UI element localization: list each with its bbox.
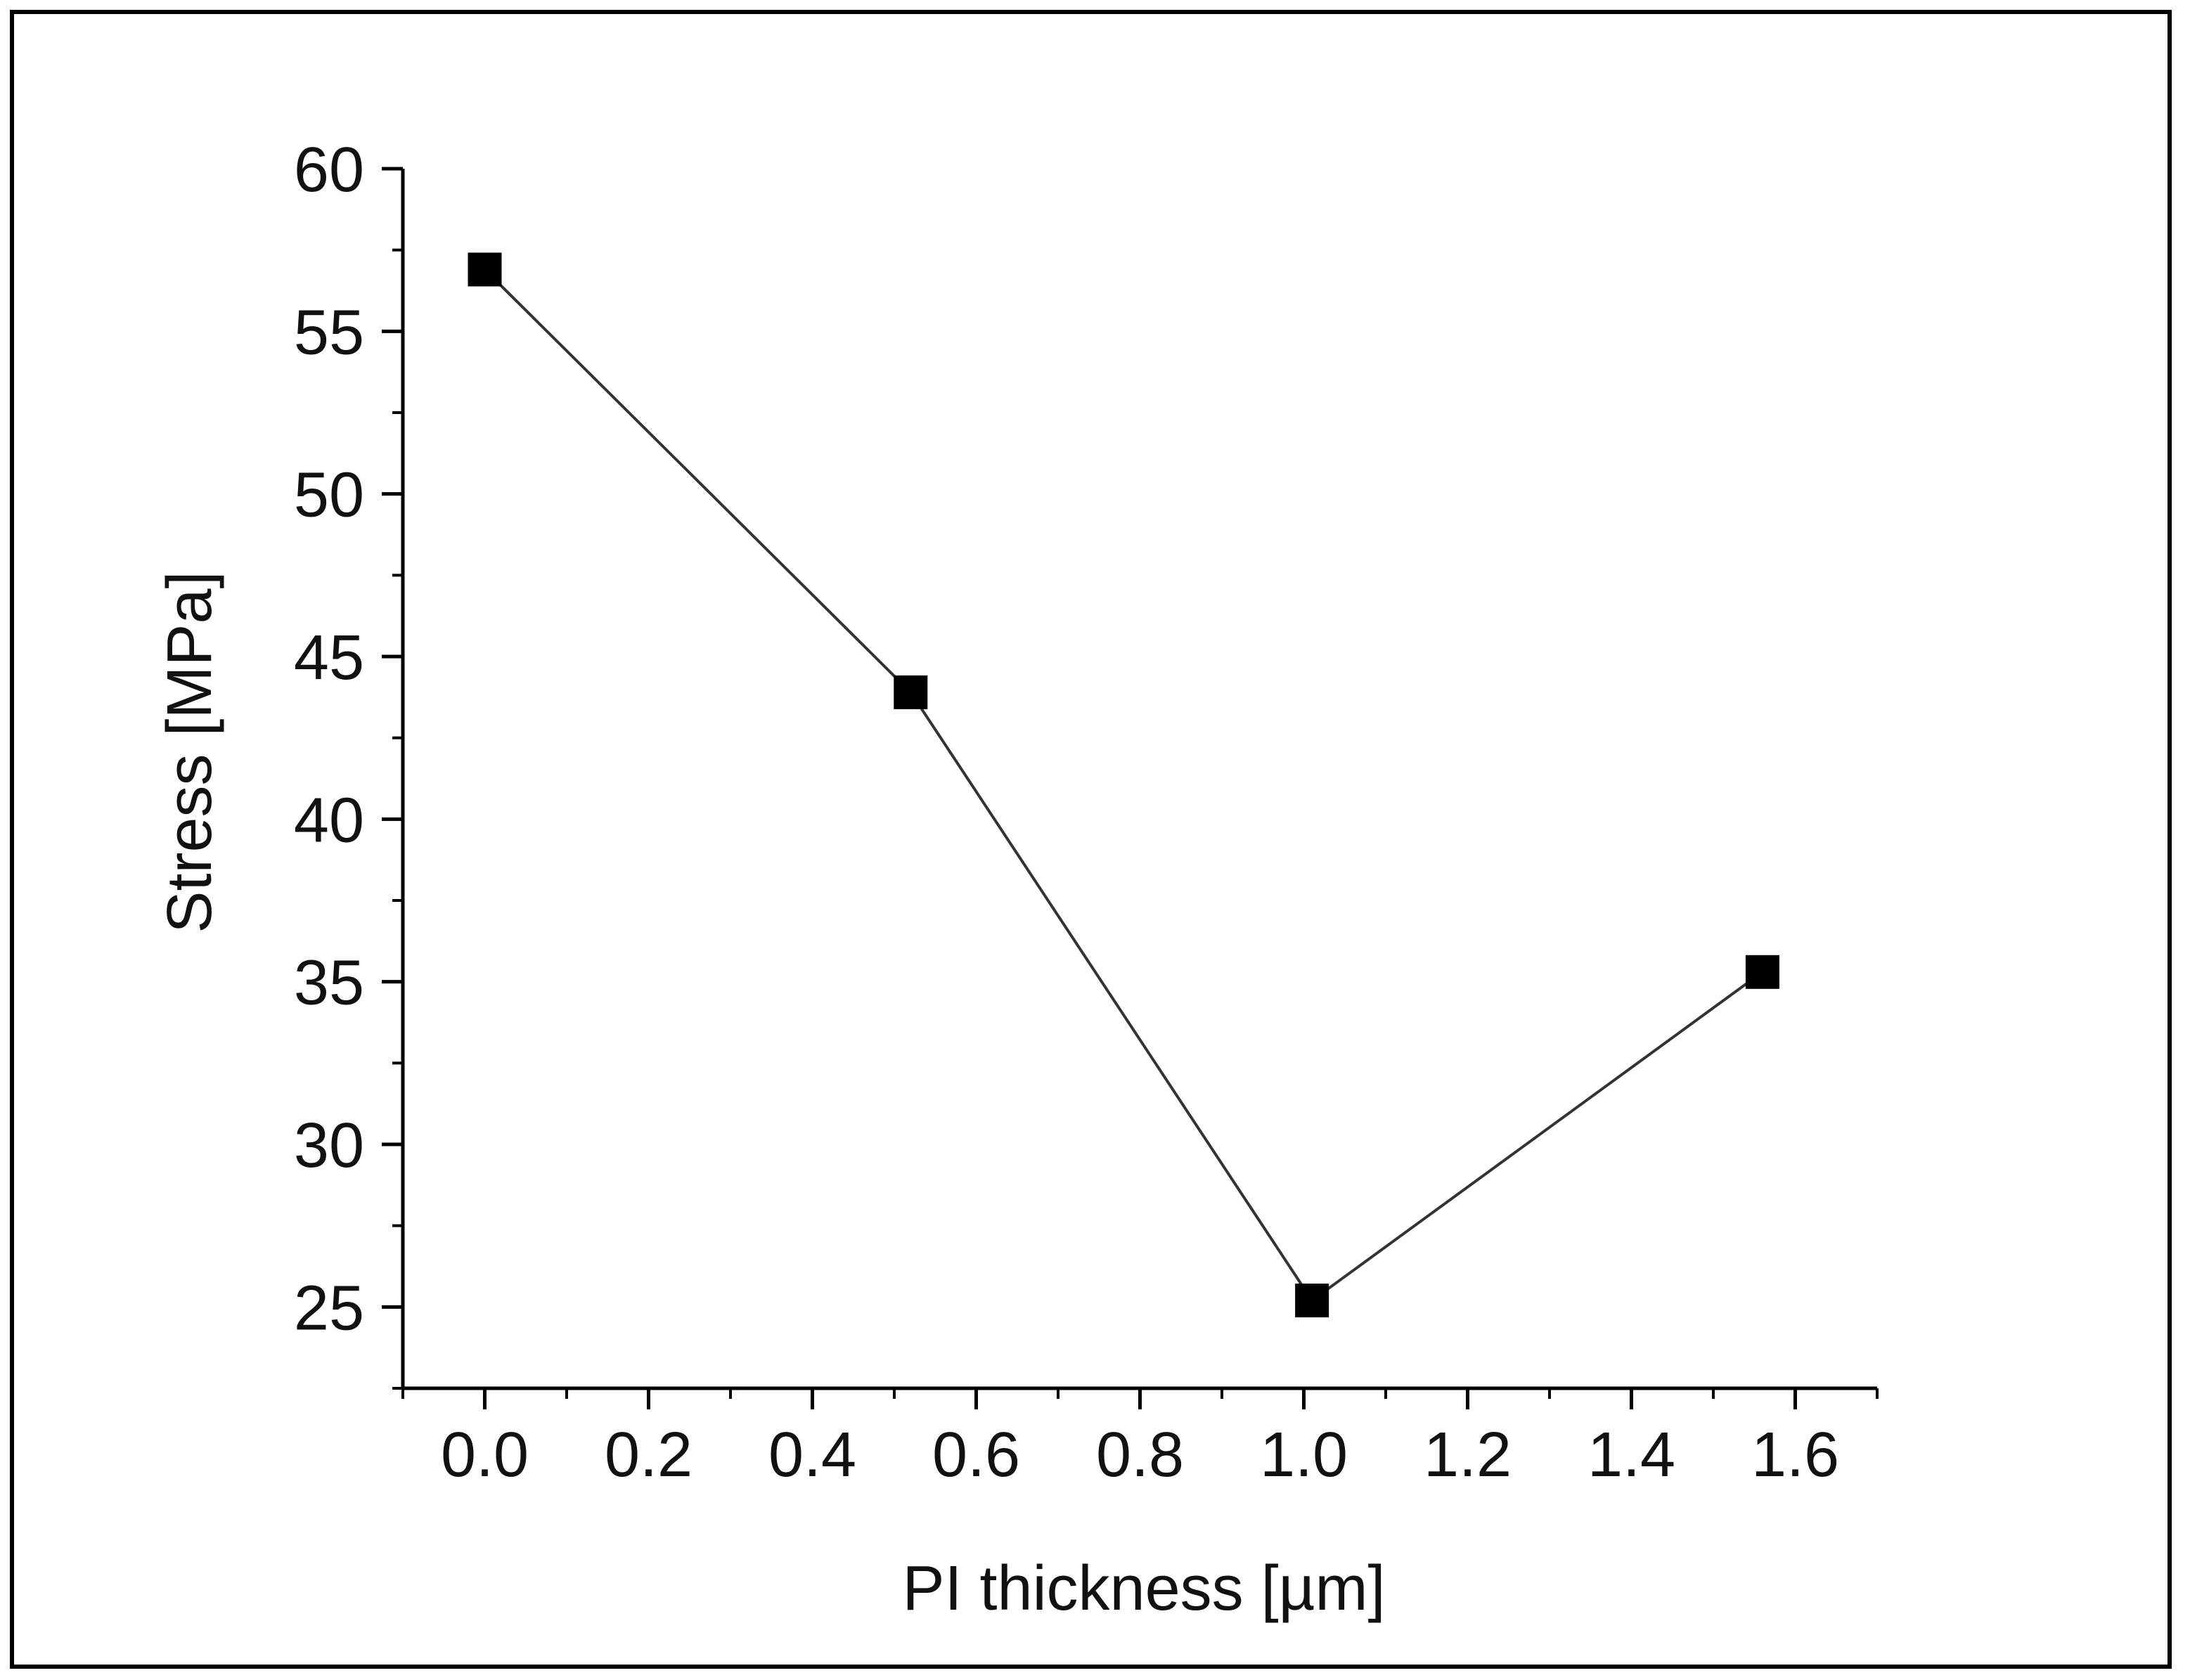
data-series xyxy=(468,252,1779,1318)
figure-frame xyxy=(10,10,2172,1669)
data-point-marker xyxy=(894,675,928,709)
x-tick-label: 0.0 xyxy=(441,1420,529,1490)
data-point-marker xyxy=(1745,955,1779,989)
x-tick-label: 0.4 xyxy=(768,1420,856,1490)
y-tick-label: 60 xyxy=(294,135,364,205)
series-line xyxy=(484,268,1764,1303)
y-tick-label: 25 xyxy=(294,1273,364,1343)
data-point-marker xyxy=(468,252,502,287)
y-tick-label: 40 xyxy=(294,785,364,855)
y-tick-label: 35 xyxy=(294,948,364,1019)
data-point-marker xyxy=(1295,1284,1329,1318)
y-tick-label: 45 xyxy=(294,623,364,693)
y-tick-label: 30 xyxy=(294,1111,364,1181)
y-tick-label: 50 xyxy=(294,460,364,531)
y-axis-title: Stress [MPa] xyxy=(155,571,225,933)
x-tick-label: 0.2 xyxy=(605,1420,693,1490)
x-axis-ticks: 0.0 0.2 0.4 0.6 0.8 1.0 1.2 1.4 1.6 xyxy=(401,1388,1879,1490)
x-tick-label: 0.6 xyxy=(932,1420,1020,1490)
x-axis-title: PI thickness [µm] xyxy=(902,1553,1385,1624)
x-tick-label: 1.6 xyxy=(1751,1420,1839,1490)
x-tick-label: 1.4 xyxy=(1587,1420,1675,1490)
x-tick-label: 1.0 xyxy=(1260,1420,1348,1490)
x-tick-label: 1.2 xyxy=(1424,1420,1512,1490)
x-tick-label: 0.8 xyxy=(1096,1420,1184,1490)
axes xyxy=(401,169,1877,1390)
y-tick-label: 55 xyxy=(294,297,364,368)
y-axis-ticks: 25 30 35 40 45 50 55 60 xyxy=(294,135,403,1390)
